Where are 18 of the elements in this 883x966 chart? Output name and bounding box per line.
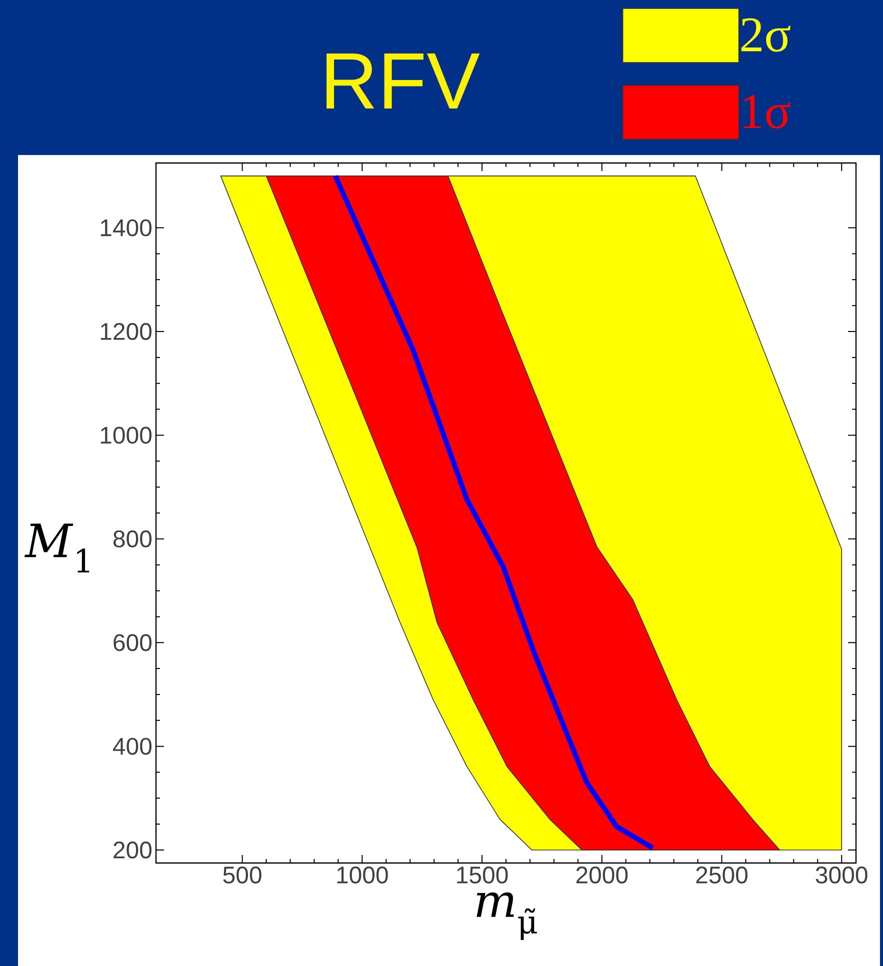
y-tick-label: 1000	[100, 426, 152, 444]
x-tick-label: 2000	[576, 866, 628, 884]
x-tick-label: 1500	[457, 866, 508, 884]
y-tick-label: 800	[113, 530, 152, 548]
y-axis-title: M$_{1}$	[24, 524, 90, 572]
y-tick-label: 1200	[100, 323, 152, 340]
y-tick-label: 400	[112, 738, 152, 755]
chart-title: RFV	[326, 53, 480, 109]
x-tick-label: 3000	[816, 866, 868, 884]
x-tick-label: 2500	[696, 866, 748, 884]
legend-label: 1σ	[744, 95, 790, 129]
x-tick-label: 1000	[337, 866, 388, 884]
y-tick-label: 600	[114, 634, 152, 652]
x-tick-label: 500	[223, 866, 262, 884]
legend-label: 2σ	[741, 18, 790, 52]
y-tick-label: 200	[114, 842, 152, 859]
y-tick-label: 1400	[100, 219, 152, 236]
x-axis-title: m$_{μ̃}$	[476, 892, 537, 940]
